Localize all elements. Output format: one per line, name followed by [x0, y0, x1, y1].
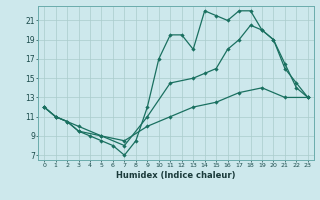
X-axis label: Humidex (Indice chaleur): Humidex (Indice chaleur)	[116, 171, 236, 180]
